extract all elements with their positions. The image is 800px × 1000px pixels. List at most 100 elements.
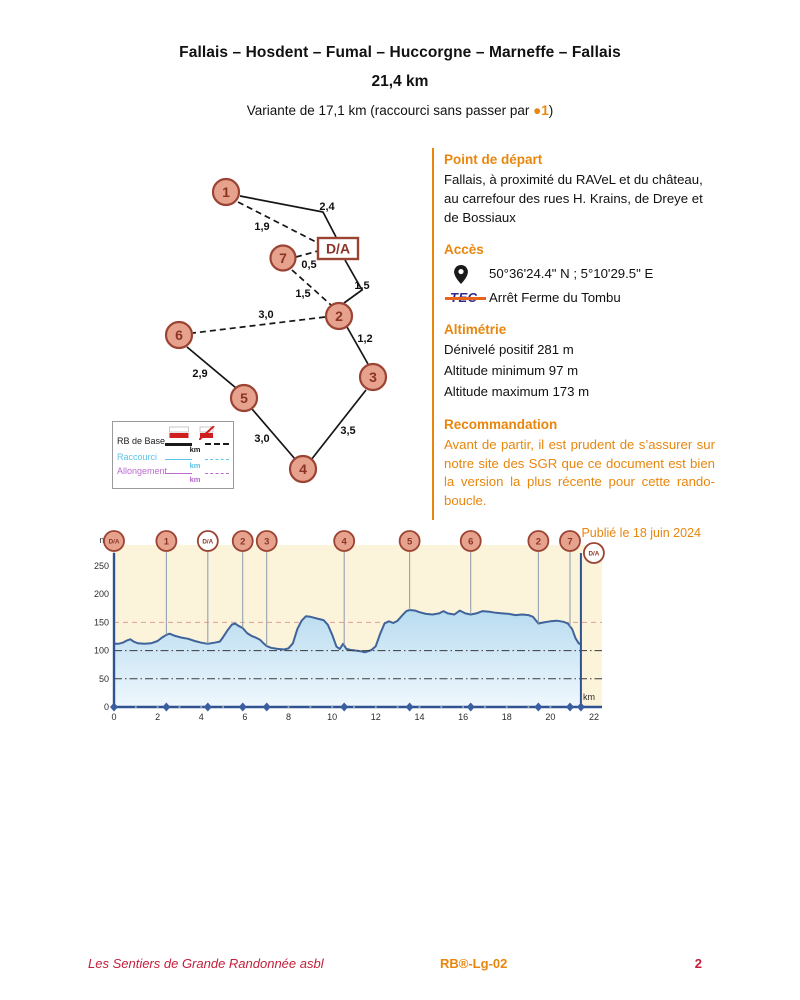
waypoint-label-2: 2 bbox=[335, 308, 343, 324]
x-tick-label: 2 bbox=[155, 712, 160, 722]
legend-base-dashed-line bbox=[205, 443, 229, 445]
edge-5-4-solid bbox=[251, 408, 296, 460]
edge-2-3-solid bbox=[346, 326, 369, 365]
x-tick-label: 18 bbox=[502, 712, 512, 722]
tec-logo-icon: TEC bbox=[444, 289, 489, 307]
x-tick-label: 22 bbox=[589, 712, 599, 722]
marker-label: 2 bbox=[536, 537, 541, 548]
altitude-minimum: Altitude minimum 97 m bbox=[444, 363, 579, 379]
y-tick-label: 250 bbox=[94, 561, 109, 571]
x-tick-label: 20 bbox=[545, 712, 555, 722]
marker-label: 5 bbox=[407, 537, 413, 548]
footer-association: Les Sentiers de Grande Randonnée asbl bbox=[88, 956, 324, 971]
edge-7-2-dashed bbox=[291, 269, 332, 306]
minor-tick bbox=[156, 705, 159, 709]
minor-tick bbox=[331, 705, 334, 709]
minor-tick bbox=[418, 705, 421, 709]
footer: Les Sentiers de Grande Randonnée asbl RB… bbox=[88, 956, 712, 976]
marker-label: 6 bbox=[468, 537, 473, 548]
axis-diamond bbox=[576, 702, 585, 712]
y-tick-label: 50 bbox=[99, 674, 109, 684]
marker-circle-D/A bbox=[583, 542, 605, 564]
marker-circle-6 bbox=[459, 530, 482, 552]
axis-diamond bbox=[110, 702, 118, 712]
distance-label: 2,4 bbox=[319, 201, 335, 213]
elevation-profile: 0246810121416182022050100150200250mkmD/A… bbox=[85, 527, 705, 725]
axis-diamond bbox=[534, 702, 543, 712]
marker-label: 2 bbox=[240, 537, 245, 548]
x-tick-label: 8 bbox=[286, 712, 291, 722]
bus-stop-row: TEC Arrêt Ferme du Tombu bbox=[444, 289, 715, 308]
edge-6-5-solid bbox=[186, 346, 237, 389]
depart-heading: Point de départ bbox=[444, 152, 543, 167]
distance-label: 1,5 bbox=[354, 280, 369, 292]
waypoint-label-6: 6 bbox=[175, 327, 183, 343]
edge-2-6-dashed bbox=[192, 316, 326, 334]
marker-circle-7 bbox=[559, 530, 581, 552]
minor-tick bbox=[505, 705, 508, 709]
minor-tick bbox=[309, 705, 312, 709]
marker-circle-2 bbox=[527, 530, 550, 552]
minor-tick bbox=[396, 705, 399, 709]
distance-label: 1,5 bbox=[295, 288, 310, 300]
denivele-positif: Dénivelé positif 281 m bbox=[444, 342, 574, 358]
elevation-line bbox=[114, 609, 582, 654]
gps-coordinates: 50°36'24.4" N ; 5°10'29.5" E bbox=[489, 265, 654, 281]
minor-tick bbox=[461, 705, 465, 709]
altitude-maximum: Altitude maximum 173 m bbox=[444, 383, 590, 399]
legend-raccourci-km: km bbox=[189, 461, 201, 470]
x-tick-label: 6 bbox=[242, 712, 247, 722]
y-tick-label: 0 bbox=[104, 702, 109, 712]
marker-label: 1 bbox=[164, 537, 170, 548]
legend-raccourci-solid-line bbox=[165, 459, 192, 460]
minor-tick bbox=[178, 705, 181, 709]
distance-label: 3,5 bbox=[340, 425, 355, 437]
recommandation-heading: Recommandation bbox=[444, 416, 558, 432]
legend-raccourci-dashed-line bbox=[205, 459, 229, 460]
minor-tick bbox=[549, 705, 552, 709]
location-pin-icon bbox=[444, 264, 489, 284]
route-map-svg: 2,4 1,9 0,5 1,5 1,5 3,0 1,2 2,9 3,5 3,0 … bbox=[164, 177, 388, 484]
legend-allongement-km: km bbox=[189, 475, 201, 484]
edge-da-2-solid bbox=[343, 259, 364, 304]
altimetrie-heading: Altimétrie bbox=[444, 322, 507, 338]
route-map: 2,4 1,9 0,5 1,5 1,5 3,0 1,2 2,9 3,5 3,0 … bbox=[85, 150, 430, 525]
publication-date: Publié le 18 juin 2024 bbox=[581, 525, 701, 540]
minor-tick bbox=[287, 705, 290, 709]
edge-1-da-dashed bbox=[237, 201, 319, 244]
distance-label: 0,5 bbox=[301, 259, 316, 271]
x-tick-label: 4 bbox=[199, 712, 204, 722]
legend-allongement-dashed-line bbox=[205, 473, 229, 474]
map-legend: RB de Base km Raccourci km Allongement k… bbox=[112, 421, 234, 489]
distance-label: 2,9 bbox=[192, 368, 207, 380]
edge-1-da-solid bbox=[239, 195, 337, 238]
minor-tick bbox=[134, 705, 137, 709]
start-finish-box bbox=[316, 236, 360, 261]
distance-label: 1,9 bbox=[254, 221, 269, 233]
distance-label: 3,0 bbox=[254, 433, 269, 445]
distance-label: 1,2 bbox=[357, 333, 372, 345]
waypoint-label-4: 4 bbox=[299, 461, 307, 477]
marker-circle-3 bbox=[255, 530, 278, 552]
waypoint-label-7: 7 bbox=[279, 250, 287, 266]
legend-row-raccourci-label: Raccourci bbox=[117, 452, 158, 462]
edge-3-4-solid bbox=[310, 389, 367, 461]
marker-label: D/A bbox=[109, 538, 120, 545]
axis-diamond bbox=[262, 702, 271, 712]
marker-circle-D/A bbox=[196, 530, 219, 552]
total-distance: 21,4 km bbox=[371, 73, 429, 90]
waypoint-label-3: 3 bbox=[369, 369, 377, 385]
axis-diamond bbox=[238, 702, 247, 712]
variant-suffix: ) bbox=[548, 103, 554, 118]
marker-label: 4 bbox=[342, 537, 348, 548]
marker-circle-5 bbox=[398, 530, 421, 552]
legend-allongement-solid-line bbox=[165, 473, 192, 474]
axis-diamond bbox=[566, 702, 574, 712]
x-tick-label: 16 bbox=[458, 712, 468, 722]
waypoint-label-1: 1 bbox=[222, 184, 230, 200]
marker-label: D/A bbox=[202, 538, 213, 545]
minor-tick bbox=[440, 705, 443, 709]
x-tick-label: 12 bbox=[371, 712, 381, 722]
legend-base-solid-line bbox=[165, 443, 192, 446]
